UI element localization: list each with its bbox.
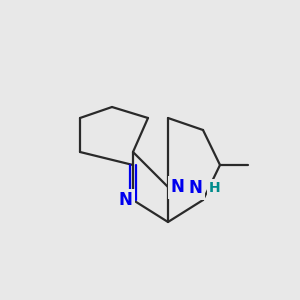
Text: N: N — [170, 178, 184, 196]
Text: H: H — [209, 181, 220, 195]
Text: N: N — [118, 191, 132, 209]
Text: N: N — [188, 179, 202, 197]
